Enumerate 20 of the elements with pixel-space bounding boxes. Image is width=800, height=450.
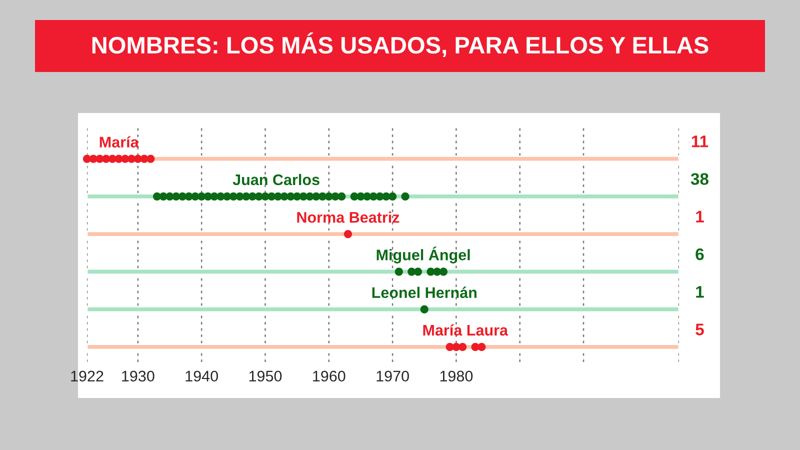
x-tick-label: 1970 xyxy=(376,370,409,382)
text: 1 xyxy=(696,210,704,222)
text: 11 xyxy=(692,136,708,148)
y-tick-label: Leonel Hernán xyxy=(372,286,476,298)
y-tick-label: Norma Beatriz xyxy=(297,212,400,223)
y-tick-label: María Laura xyxy=(423,324,508,336)
y-tick-label: Miguel Ángel xyxy=(376,246,470,264)
x-tick-label: 1980 xyxy=(440,370,473,382)
x-tick-label: 1960 xyxy=(313,370,346,382)
y-tick-label: María xyxy=(100,136,139,148)
text: 38 xyxy=(690,173,708,185)
text: 5 xyxy=(696,324,704,336)
y-tick-label: Juan Carlos xyxy=(232,174,320,186)
x-tick-label: 1950 xyxy=(249,370,282,382)
x-tick-label: 1940 xyxy=(186,370,218,382)
text: 6 xyxy=(696,248,704,260)
text: 1 xyxy=(696,286,704,298)
x-tick-label: 1930 xyxy=(122,370,154,382)
x-tick-label: 1922 xyxy=(71,370,104,382)
chart-title: NOMBRES: LOS MÁS USADOS, PARA ELLOS Y ELLAS xyxy=(92,32,708,58)
